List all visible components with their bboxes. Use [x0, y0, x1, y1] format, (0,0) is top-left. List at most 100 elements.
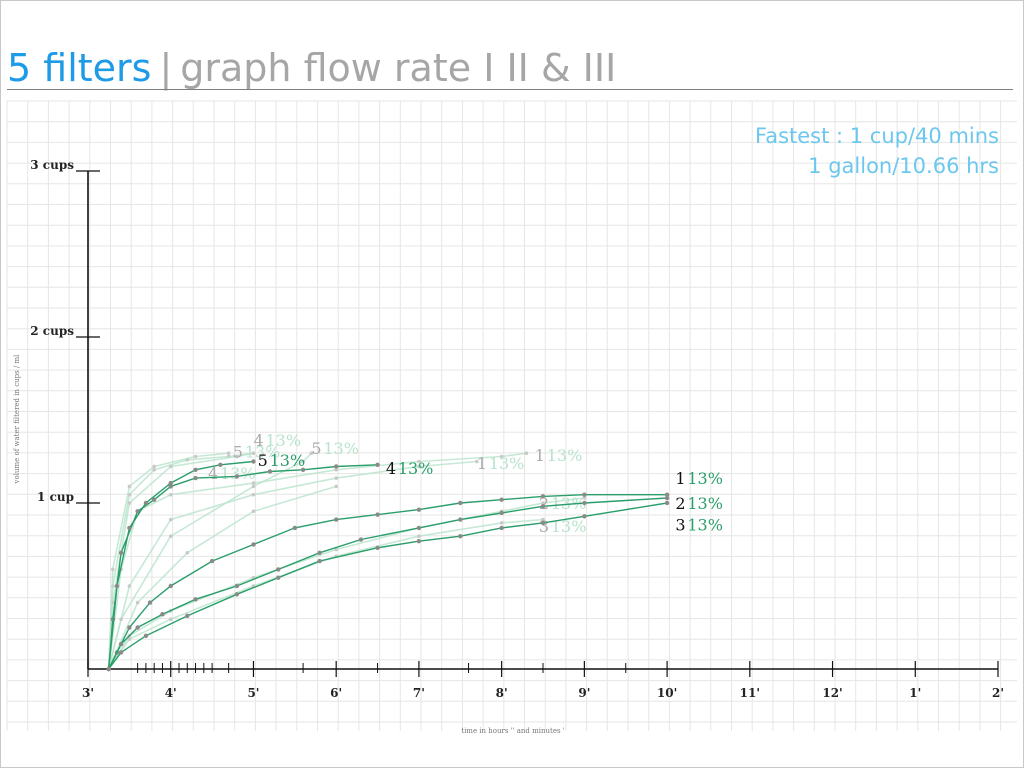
x-tick-label: 9': [578, 686, 590, 700]
data-point: [226, 451, 231, 456]
series-label-percent: 13%: [551, 494, 587, 513]
data-point: [119, 617, 123, 621]
y-tick-label: 1 cup: [37, 490, 74, 504]
x-tick-label: 12': [822, 686, 842, 700]
slide-title: 5 filters | graph flow rate I II & III: [7, 45, 616, 91]
series-line-g5: [107, 452, 229, 670]
series-line-f4: [108, 464, 378, 670]
x-tick-label: 6': [330, 686, 342, 700]
data-point: [185, 551, 190, 555]
series-line-g6: [107, 485, 337, 670]
data-point: [417, 534, 421, 538]
series-label-percent: 13%: [398, 459, 434, 478]
data-point: [664, 492, 670, 497]
y-axis-title: volume of water filtered in cups / ml: [13, 354, 21, 485]
data-point: [333, 517, 339, 522]
data-point: [300, 467, 306, 472]
data-point: [458, 517, 463, 522]
x-axis-title: time in hours '' and minutes ': [461, 727, 565, 735]
data-point: [127, 484, 132, 489]
data-point: [334, 468, 338, 472]
data-point: [375, 462, 380, 468]
data-point: [458, 500, 463, 506]
data-point: [106, 666, 111, 672]
data-point: [118, 550, 124, 555]
data-point: [541, 517, 545, 522]
fastest-note-line-2: 1 gallon/10.66 hrs: [808, 154, 999, 178]
data-point: [111, 567, 115, 572]
data-point: [317, 550, 322, 555]
data-point: [276, 567, 281, 572]
data-point: [127, 525, 132, 531]
data-point: [235, 454, 239, 459]
series-label-number: 4: [208, 464, 218, 483]
data-point: [168, 583, 173, 589]
series-label-number: 1: [675, 469, 685, 488]
y-tick-label: 2 cups: [30, 324, 74, 338]
data-point: [251, 509, 256, 514]
x-tick-label: 2': [992, 686, 1004, 700]
data-point: [151, 497, 157, 502]
data-point: [127, 584, 132, 588]
data-point: [168, 492, 173, 497]
series-label-number: 1: [477, 454, 487, 473]
data-point: [499, 521, 504, 525]
data-point: [127, 625, 132, 630]
series-line-f3: [108, 502, 668, 670]
data-point: [185, 613, 190, 619]
data-point: [499, 510, 504, 516]
data-point: [267, 469, 273, 474]
x-tick-label: 1': [909, 686, 921, 700]
data-point: [540, 520, 546, 526]
series-label-number: 2: [539, 494, 549, 513]
series-label-percent: 13%: [245, 443, 281, 462]
data-point: [375, 512, 380, 517]
data-point: [475, 459, 479, 464]
data-point: [152, 464, 156, 469]
series-label-number: 3: [539, 517, 549, 536]
data-point: [168, 484, 173, 489]
data-point: [135, 600, 140, 605]
series-line-f5: [108, 460, 254, 670]
data-point: [168, 617, 173, 621]
data-point: [309, 451, 314, 456]
data-point: [276, 575, 281, 580]
series-line-f1: [108, 494, 668, 670]
data-point: [152, 468, 156, 472]
data-point: [251, 451, 256, 456]
x-tick-label: 5': [247, 686, 259, 700]
series-label-number: 5: [258, 451, 268, 470]
data-point: [118, 650, 124, 655]
data-point: [499, 525, 504, 531]
fastest-note: Fastest : 1 cup/40 mins 1 gallon/10.66 h…: [755, 121, 999, 181]
series-label-percent: 13%: [489, 454, 525, 473]
series-label-number: 1: [535, 446, 545, 465]
series-label-number: 3: [675, 516, 685, 535]
data-point: [334, 547, 338, 552]
data-point: [334, 484, 338, 489]
data-point: [168, 517, 173, 522]
data-point: [582, 514, 587, 519]
data-point: [301, 459, 305, 464]
data-point: [540, 494, 546, 499]
data-point: [168, 480, 173, 486]
series-line-g2: [108, 497, 585, 670]
data-point: [416, 507, 422, 512]
data-point: [168, 464, 173, 469]
x-tick-label: 10': [657, 686, 677, 700]
data-point: [292, 525, 298, 531]
series-label-percent: 13%: [265, 431, 301, 450]
series-label-number: 4: [253, 431, 263, 450]
data-point: [417, 459, 421, 464]
series-label-percent: 13%: [220, 464, 256, 483]
data-point: [234, 583, 240, 589]
data-point: [193, 597, 198, 602]
data-point: [251, 481, 256, 485]
data-point: [416, 538, 422, 544]
x-tick-label: 11': [740, 686, 760, 700]
data-point: [143, 633, 149, 638]
series-line-g3: [108, 518, 544, 670]
data-point: [218, 462, 223, 468]
y-tick-label: 3 cups: [30, 158, 74, 172]
